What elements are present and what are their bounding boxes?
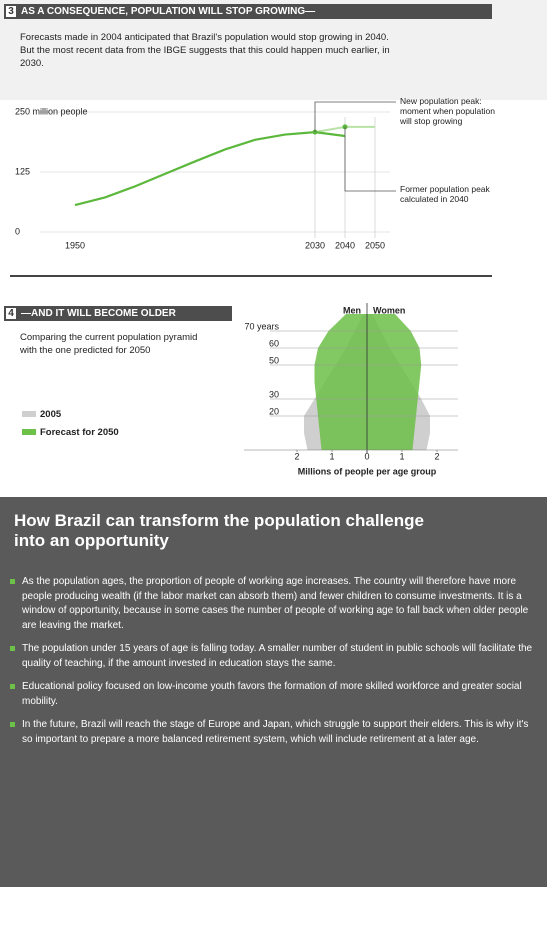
legend-item: Forecast for 2050 [22,424,119,442]
section-text: Comparing the current population pyramid… [20,332,198,356]
legend-label: Forecast for 2050 [40,427,119,438]
y-tick-label: 125 [15,166,30,176]
x-tick-label: 1 [329,451,334,461]
divider [10,275,492,277]
x-tick-label: 2050 [365,240,385,250]
bullet: In the future, Brazil will reach the sta… [10,718,540,747]
y-tick-label: 70 years [244,321,279,331]
x-tick-label: 2 [434,451,439,461]
legend-swatch [22,411,36,418]
legend: 2005 Forecast for 2050 [22,406,119,442]
side-label: Women [373,305,405,315]
x-tick-label: 2040 [335,240,355,250]
annotation: New population peak: moment when populat… [400,96,495,126]
section-header: 4 —AND IT WILL BECOME OLDER [4,306,232,321]
y-tick-label: 250 million people [15,106,88,116]
x-tick-label: 1950 [65,240,85,250]
x-tick-label: 0 [364,451,369,461]
legend-label: 2005 [40,409,62,420]
x-axis-label: Millions of people per age group [298,466,437,476]
legend-swatch [22,429,36,436]
section-number: 3 [6,6,16,17]
line-series [74,131,346,207]
side-label: Men [343,305,361,315]
pyramid-area [314,314,367,450]
pyramid-area [367,314,422,450]
y-tick-label: 50 [269,355,279,365]
y-tick-label: 20 [269,406,279,416]
section-heading: —AND IT WILL BECOME OLDER [21,308,176,319]
section-heading: AS A CONSEQUENCE, POPULATION WILL STOP G… [21,6,316,17]
x-tick-label: 2030 [305,240,325,250]
bullet: The population under 15 years of age is … [10,642,540,671]
y-tick-label: 60 [269,338,279,348]
bullet: As the population ages, the proportion o… [10,575,540,633]
y-tick-label: 30 [269,389,279,399]
y-tick-label: 0 [15,226,20,236]
legend-item: 2005 [22,406,119,424]
x-tick-label: 1 [399,451,404,461]
box-title: How Brazil can transform the population … [14,511,424,550]
annotation: Former population peak calculated in 204… [400,184,490,204]
section-number: 4 [6,308,16,319]
x-tick-label: 2 [294,451,299,461]
bullet: Educational policy focused on low-income… [10,680,540,709]
annotation-line [344,126,396,192]
section-header: 3 AS A CONSEQUENCE, POPULATION WILL STOP … [4,4,492,19]
info-box: How Brazil can transform the population … [0,497,547,887]
bullet-list: As the population ages, the proportion o… [10,575,540,756]
section-text: Forecasts made in 2004 anticipated that … [20,32,390,69]
annotation-line [314,101,396,133]
